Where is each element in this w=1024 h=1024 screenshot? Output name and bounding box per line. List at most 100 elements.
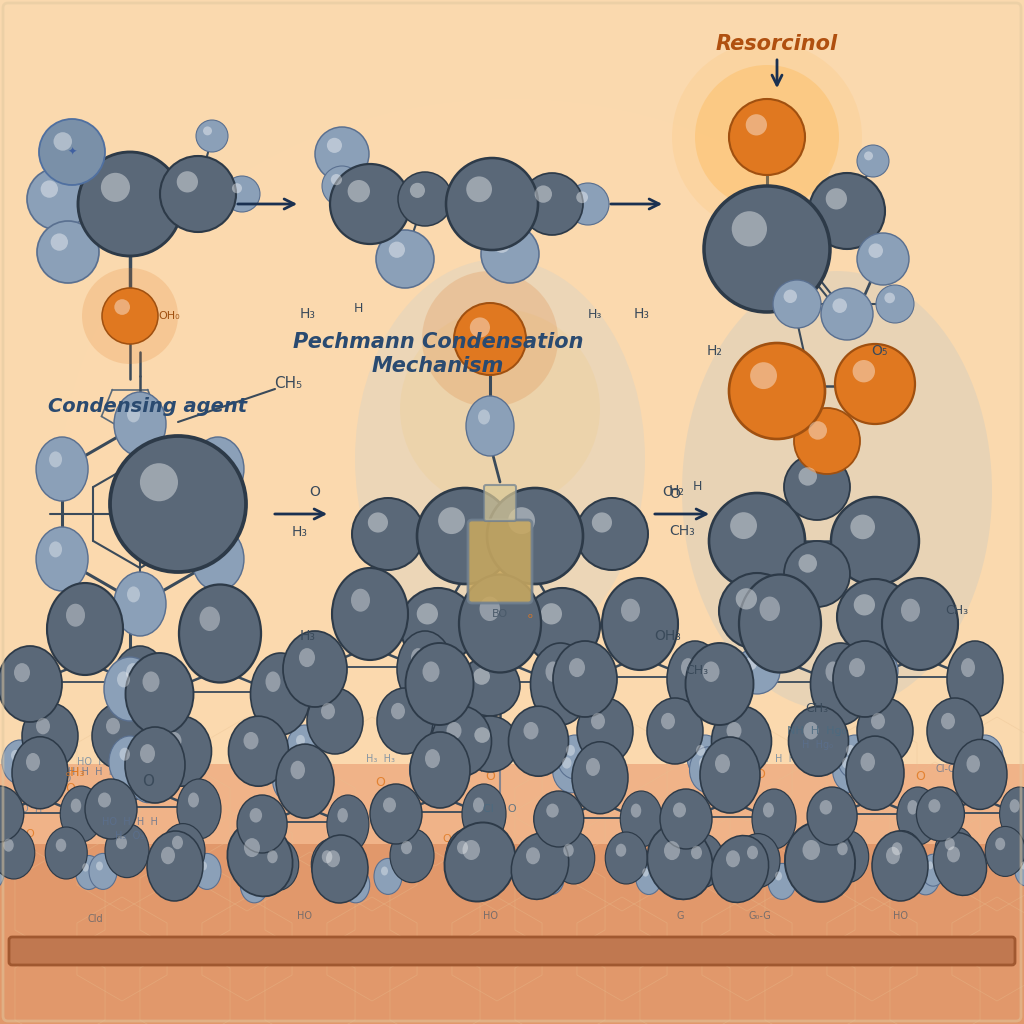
Ellipse shape — [817, 867, 824, 876]
Text: ₒ: ₒ — [527, 607, 532, 621]
Circle shape — [331, 174, 342, 185]
Text: Cl: Cl — [555, 769, 565, 779]
Ellipse shape — [933, 833, 987, 895]
Ellipse shape — [927, 861, 933, 869]
Ellipse shape — [244, 838, 260, 857]
Circle shape — [494, 237, 510, 253]
Ellipse shape — [351, 589, 370, 611]
Ellipse shape — [512, 833, 568, 900]
Ellipse shape — [784, 822, 855, 901]
Circle shape — [389, 242, 406, 258]
FancyBboxPatch shape — [9, 937, 1015, 965]
Circle shape — [876, 285, 914, 323]
Circle shape — [50, 233, 68, 251]
Ellipse shape — [995, 838, 1006, 850]
Ellipse shape — [681, 658, 695, 677]
Ellipse shape — [459, 574, 541, 673]
Circle shape — [831, 497, 919, 585]
Ellipse shape — [14, 664, 30, 682]
Ellipse shape — [621, 791, 663, 847]
Text: O  O: O O — [442, 834, 467, 844]
Ellipse shape — [569, 658, 585, 677]
Ellipse shape — [699, 757, 709, 769]
Ellipse shape — [726, 722, 741, 739]
Ellipse shape — [283, 631, 347, 707]
Ellipse shape — [961, 658, 975, 677]
Ellipse shape — [411, 648, 425, 667]
Ellipse shape — [901, 599, 920, 622]
Circle shape — [466, 176, 492, 202]
Ellipse shape — [114, 572, 166, 636]
Ellipse shape — [127, 587, 140, 602]
Circle shape — [735, 588, 757, 609]
Ellipse shape — [22, 703, 78, 769]
Text: BO: BO — [492, 609, 508, 618]
Text: ₒO: ₒO — [58, 774, 72, 784]
Ellipse shape — [45, 827, 87, 879]
Ellipse shape — [553, 746, 591, 793]
Text: O: O — [485, 769, 495, 782]
Ellipse shape — [410, 746, 447, 793]
Ellipse shape — [377, 688, 433, 754]
Text: Condensing agent: Condensing agent — [48, 396, 247, 416]
Text: H₃: H₃ — [300, 307, 316, 321]
Circle shape — [854, 594, 874, 615]
Circle shape — [398, 172, 452, 226]
Ellipse shape — [26, 753, 40, 771]
Ellipse shape — [691, 846, 702, 859]
Ellipse shape — [296, 735, 305, 745]
Ellipse shape — [907, 800, 918, 814]
Ellipse shape — [419, 757, 428, 769]
Ellipse shape — [129, 757, 168, 803]
Ellipse shape — [0, 855, 4, 890]
Ellipse shape — [478, 858, 506, 894]
Ellipse shape — [462, 784, 506, 844]
Text: O: O — [275, 837, 285, 847]
Text: H₂: H₂ — [707, 344, 723, 358]
Ellipse shape — [161, 847, 175, 864]
Text: Cl-C: Cl-C — [935, 764, 954, 774]
Ellipse shape — [167, 732, 181, 750]
Text: NH  H  Hg₀: NH H Hg₀ — [754, 754, 806, 764]
Text: O₅: O₅ — [870, 344, 887, 358]
Ellipse shape — [299, 648, 315, 667]
Ellipse shape — [605, 831, 647, 884]
Ellipse shape — [191, 437, 244, 501]
Circle shape — [160, 156, 236, 232]
Text: HO  H  H  H: HO H H H — [77, 757, 133, 767]
Circle shape — [732, 211, 767, 247]
Ellipse shape — [332, 568, 408, 660]
Circle shape — [417, 603, 438, 625]
Ellipse shape — [457, 841, 468, 854]
Text: O: O — [636, 831, 644, 841]
Ellipse shape — [685, 643, 754, 725]
Ellipse shape — [191, 527, 244, 591]
Circle shape — [745, 115, 767, 135]
Ellipse shape — [871, 713, 885, 729]
Ellipse shape — [882, 830, 924, 883]
Circle shape — [410, 183, 425, 198]
Ellipse shape — [98, 793, 111, 808]
Circle shape — [438, 507, 465, 535]
Ellipse shape — [819, 800, 833, 814]
Text: Resorcinol: Resorcinol — [716, 34, 838, 54]
Ellipse shape — [276, 744, 334, 818]
Text: Pechmann Condensation: Pechmann Condensation — [293, 332, 584, 352]
Ellipse shape — [922, 854, 945, 886]
Ellipse shape — [642, 868, 649, 877]
Ellipse shape — [423, 662, 439, 682]
Text: O: O — [615, 769, 625, 782]
Ellipse shape — [857, 698, 913, 764]
Circle shape — [417, 488, 513, 584]
Circle shape — [709, 493, 805, 589]
Circle shape — [719, 573, 795, 649]
Ellipse shape — [631, 804, 641, 817]
Ellipse shape — [546, 804, 559, 817]
Ellipse shape — [712, 707, 771, 776]
Circle shape — [524, 588, 600, 664]
Circle shape — [110, 436, 246, 572]
Text: CH₃: CH₃ — [945, 604, 969, 617]
Ellipse shape — [112, 646, 168, 722]
Ellipse shape — [106, 718, 120, 734]
Circle shape — [729, 343, 825, 439]
